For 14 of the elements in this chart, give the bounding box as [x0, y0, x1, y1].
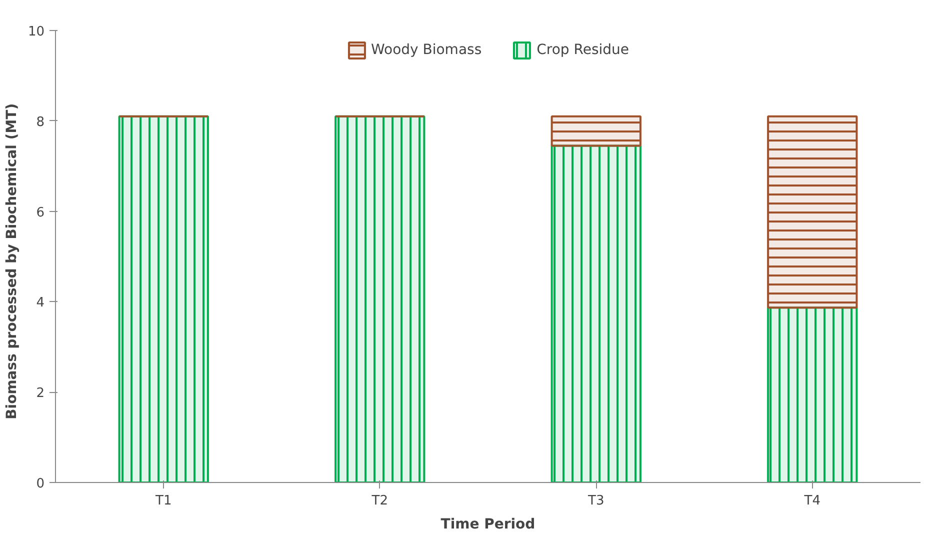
y-tick-label: 2: [36, 386, 45, 402]
y-tick-label: 6: [36, 205, 45, 220]
x-tick-label: T3: [587, 494, 604, 508]
x-axis-title: Time Period: [440, 516, 536, 532]
y-axis-title: Biomass processed by Biochemical (MT): [4, 103, 20, 420]
y-tick-label: 4: [36, 296, 45, 311]
y-tick-label: 8: [36, 114, 45, 130]
y-tick-label: 10: [28, 24, 45, 40]
x-tick-label: T2: [370, 494, 388, 508]
legend-label: Woody Biomass: [370, 42, 482, 58]
legend-label: Crop Residue: [536, 42, 630, 58]
x-tick-label: T1: [154, 494, 172, 508]
x-tick-label: T4: [803, 494, 820, 508]
y-tick-label: 0: [36, 476, 45, 492]
